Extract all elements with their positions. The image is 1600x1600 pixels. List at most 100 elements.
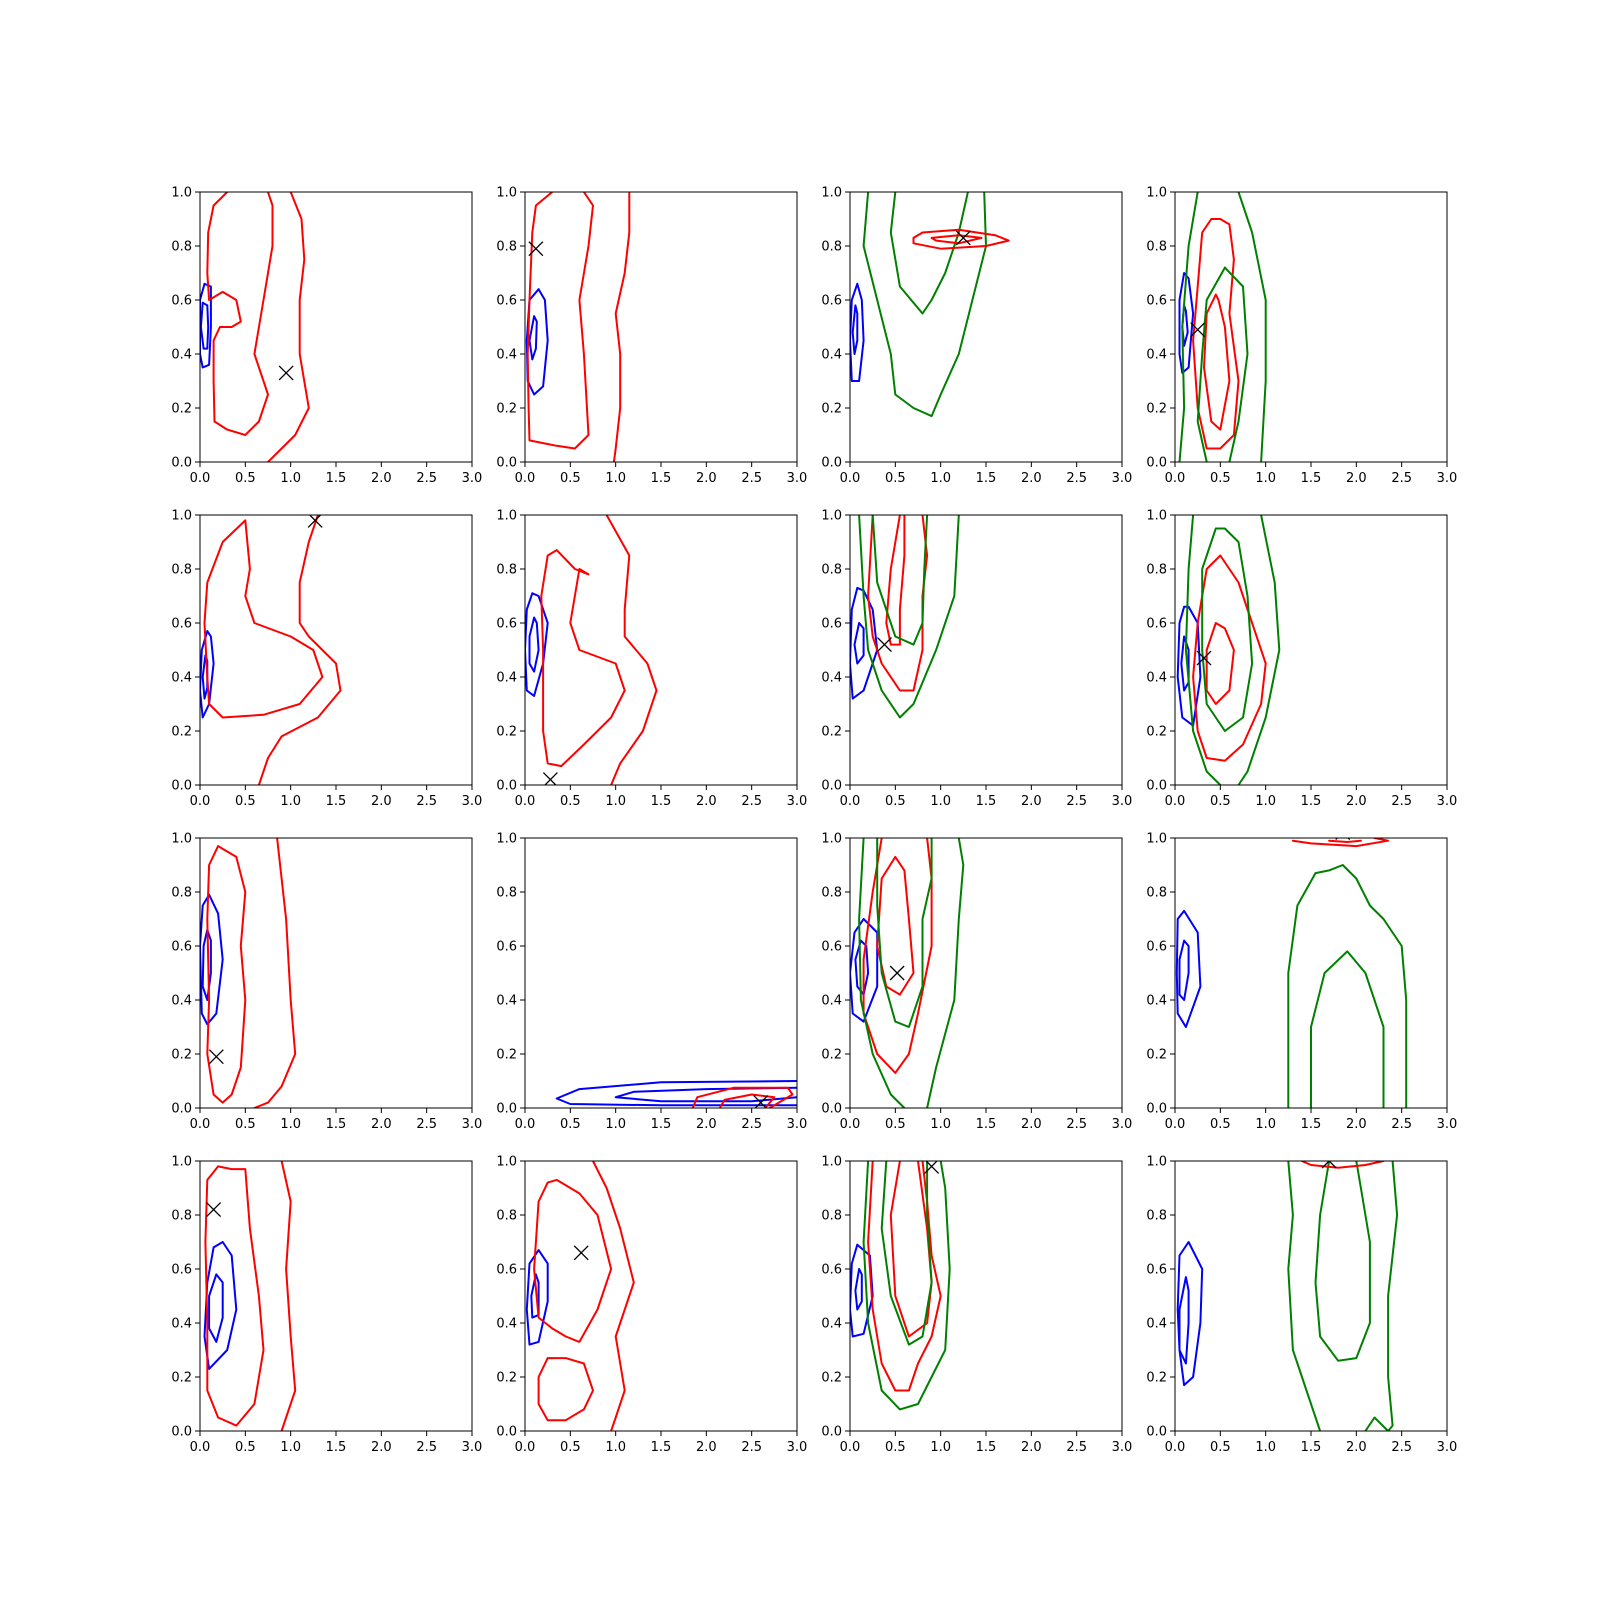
contour-red-2 — [206, 192, 274, 436]
y-tick-label: 0.2 — [821, 725, 842, 740]
x-marker — [1190, 322, 1206, 338]
axes-frame — [524, 191, 798, 463]
contour-blue-1 — [1178, 939, 1190, 1001]
x-tick-label: 0.0 — [1165, 1117, 1186, 1132]
x-tick-label: 0.0 — [840, 1117, 861, 1132]
contour-green-5 — [926, 838, 965, 1108]
contour-blue-0 — [203, 1241, 238, 1370]
y-tick-label: 0.0 — [171, 1102, 192, 1117]
y-tick-label: 0.8 — [821, 886, 842, 901]
subplot-r2c2: 0.0 0.5 1.0 1.5 2.0 2.5 3.0 0.0 0.2 0.4 0.6 0.8 1.0 — [496, 509, 807, 810]
x-tick-label: 0.5 — [1210, 1440, 1231, 1455]
x-tick-label: 2.0 — [1346, 794, 1367, 809]
x-tick-label: 0.0 — [515, 794, 536, 809]
y-tick-label: 0.0 — [1146, 1102, 1167, 1117]
contour-red-2 — [691, 1086, 794, 1108]
contour-lines — [525, 192, 631, 462]
contour-lines — [200, 838, 297, 1108]
contour-lines — [850, 192, 1010, 418]
contour-lines — [525, 1161, 635, 1431]
contour-blue-0 — [525, 1249, 549, 1346]
y-tick-label: 0.4 — [171, 994, 192, 1009]
contour-lines — [850, 1161, 951, 1411]
y-tick-label: 0.4 — [821, 348, 842, 363]
contour-blue-0 — [850, 282, 865, 382]
y-tick-label: 0.2 — [496, 1371, 517, 1386]
x-tick-label: 1.0 — [930, 471, 951, 486]
subplot-r2c3: 0.0 0.5 1.0 1.5 2.0 2.5 3.0 0.0 0.2 0.4 0.6 0.8 1.0 — [821, 509, 1132, 810]
contour-green-4 — [858, 838, 906, 1108]
y-tick-label: 0.0 — [171, 779, 192, 794]
contour-red-4 — [592, 1161, 635, 1431]
y-tick-label: 0.6 — [821, 617, 842, 632]
x-tick-label: 2.0 — [696, 1117, 717, 1132]
contour-green-7 — [1223, 266, 1249, 462]
x-marker-stroke — [1196, 650, 1212, 666]
x-tick-label: 3.0 — [787, 471, 808, 486]
y-tick-label: 0.6 — [821, 1263, 842, 1278]
contour-lines — [200, 515, 342, 785]
subplot-r3c3: 0.0 0.5 1.0 1.5 2.0 2.5 3.0 0.0 0.2 0.4 0.6 0.8 1.0 — [821, 832, 1132, 1133]
x-tick-label: 1.5 — [326, 471, 347, 486]
contour-red-5 — [1300, 1161, 1385, 1169]
contour-lines — [1175, 838, 1408, 1108]
x-tick-label: 2.5 — [416, 471, 437, 486]
y-tick-label: 1.0 — [821, 1155, 842, 1170]
y-tick-label: 0.0 — [821, 779, 842, 794]
y-tick-label: 0.6 — [496, 940, 517, 955]
y-tick-label: 0.8 — [496, 886, 517, 901]
contour-blue-0 — [1176, 1241, 1204, 1387]
x-marker — [206, 1202, 222, 1218]
contour-red-3 — [253, 838, 297, 1108]
y-tick-label: 0.6 — [171, 940, 192, 955]
x-marker — [528, 241, 544, 257]
x-marker-stroke — [1328, 1161, 1337, 1169]
contour-blue-1 — [528, 616, 540, 673]
x-tick-label: 0.5 — [560, 794, 581, 809]
contour-lines — [525, 515, 658, 785]
y-tick-label: 0.0 — [496, 779, 517, 794]
x-marker-stroke — [955, 230, 971, 246]
x-tick-label: 0.0 — [840, 794, 861, 809]
x-tick-label: 2.5 — [1066, 1440, 1087, 1455]
x-tick-label: 2.5 — [1391, 1440, 1412, 1455]
x-tick-label: 0.0 — [840, 1440, 861, 1455]
contour-red-2 — [862, 838, 933, 1074]
y-tick-label: 0.6 — [821, 294, 842, 309]
y-tick-label: 0.2 — [1146, 402, 1167, 417]
y-tick-label: 1.0 — [1146, 509, 1167, 524]
x-tick-label: 3.0 — [1437, 794, 1458, 809]
axes-frame — [524, 837, 798, 1109]
y-tick-label: 1.0 — [1146, 1155, 1167, 1170]
y-tick-label: 1.0 — [821, 186, 842, 201]
contour-lines — [850, 838, 965, 1108]
x-marker — [307, 515, 323, 528]
x-tick-label: 0.5 — [885, 471, 906, 486]
x-tick-label: 1.5 — [1301, 794, 1322, 809]
y-tick-label: 1.0 — [1146, 186, 1167, 201]
y-tick-label: 0.4 — [1146, 994, 1167, 1009]
x-tick-label: 1.0 — [1255, 471, 1276, 486]
x-marker — [542, 772, 558, 785]
axes-frame — [199, 191, 473, 463]
y-tick-label: 1.0 — [171, 186, 192, 201]
x-tick-label: 2.5 — [741, 1117, 762, 1132]
subplot-r4c1: 0.0 0.5 1.0 1.5 2.0 2.5 3.0 0.0 0.2 0.4 0.6 0.8 1.0 — [171, 1155, 482, 1456]
y-tick-label: 0.6 — [496, 1263, 517, 1278]
contour-red-2 — [526, 192, 594, 450]
contour-red-3 — [612, 192, 631, 462]
contour-green-5 — [1237, 515, 1281, 785]
contour-green-5 — [1237, 192, 1267, 462]
axes-frame — [199, 1160, 473, 1432]
x-tick-label: 1.5 — [651, 1440, 672, 1455]
contour-red-3 — [267, 192, 310, 462]
contour-red-2 — [1192, 218, 1240, 450]
y-tick-label: 0.8 — [821, 240, 842, 255]
contour-green-4 — [1178, 192, 1199, 462]
contour-red-3 — [876, 855, 915, 996]
x-tick-label: 2.0 — [1346, 1440, 1367, 1455]
x-tick-label: 1.5 — [976, 471, 997, 486]
x-tick-label: 2.0 — [1021, 794, 1042, 809]
x-tick-label: 0.0 — [190, 794, 211, 809]
y-tick-label: 0.2 — [821, 402, 842, 417]
